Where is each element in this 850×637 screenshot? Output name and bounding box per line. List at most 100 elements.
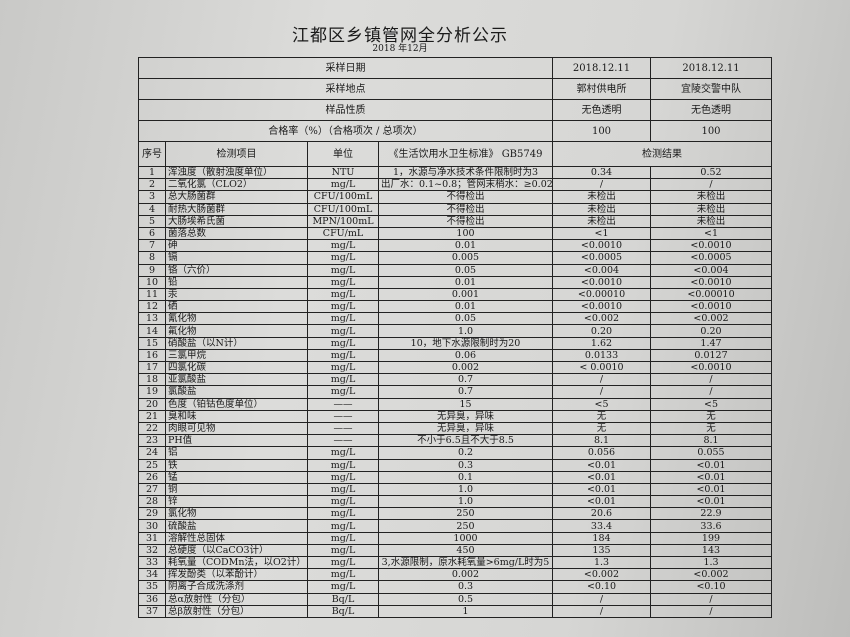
cell-standard: 0.002 <box>378 568 553 582</box>
cell-unit: —— <box>307 421 379 436</box>
cell-unit: mg/L <box>307 458 379 472</box>
cell-item: 铝 <box>165 446 308 460</box>
cell-standard: 1.0 <box>378 482 553 497</box>
meta-v2: 100 <box>650 120 772 142</box>
cell-seq: 21 <box>138 409 166 423</box>
cell-item: 硫酸盐 <box>165 519 308 533</box>
cell-unit: mg/L <box>307 336 379 350</box>
table-row: 7 砷 mg/L 0.01 <0.0010 <0.0010 <box>138 239 772 253</box>
cell-result-1: 20.6 <box>552 507 651 521</box>
cell-item: 铁 <box>165 458 308 472</box>
cell-seq: 30 <box>138 519 166 533</box>
cell-seq: 15 <box>138 336 166 350</box>
table-row: 6 菌落总数 CFU/mL 100 <1 <1 <box>138 226 772 241</box>
cell-result-1: 135 <box>552 543 651 558</box>
cell-unit: mg/L <box>307 580 379 594</box>
table-row: 30 硫酸盐 mg/L 250 33.4 33.6 <box>138 519 772 533</box>
cell-seq: 27 <box>138 482 166 497</box>
table-row: 2 二氧化氯（CLO2） mg/L 出厂水：0.1~0.8；管网末梢水：≥0.02// <box>138 178 772 192</box>
cell-result-2: / <box>650 385 772 399</box>
cell-seq: 4 <box>138 202 166 216</box>
cell-item: 臭和味 <box>165 409 308 423</box>
cell-result-1: 33.4 <box>552 519 651 533</box>
cell-result-2: 0.0127 <box>650 348 772 363</box>
cell-standard: 1000 <box>378 531 553 545</box>
cell-result-2: 未检出 <box>650 202 772 216</box>
cell-standard: 100 <box>378 226 553 241</box>
cell-seq: 13 <box>138 312 166 326</box>
cell-seq: 31 <box>138 531 166 545</box>
meta-label: 采样日期 <box>138 57 553 79</box>
cell-result-2: 未检出 <box>650 190 772 204</box>
cell-result-1: <0.004 <box>552 263 651 277</box>
table-row: 12 硒 mg/L 0.01 <0.0010 <0.0010 <box>138 300 772 314</box>
table-row: 9 铬（六价） mg/L 0.05 <0.004 <0.004 <box>138 263 772 277</box>
cell-standard: 0.005 <box>378 251 553 265</box>
cell-standard: 0.5 <box>378 592 553 606</box>
cell-standard: 无异臭，异味 <box>378 421 553 436</box>
cell-seq: 16 <box>138 348 166 363</box>
cell-unit: mg/L <box>307 470 379 484</box>
cell-result-2: <0.10 <box>650 580 772 594</box>
cell-unit: mg/L <box>307 275 379 289</box>
cell-standard: 3,水源限制，原水耗氧量>6mg/L时为5 <box>378 555 553 570</box>
cell-result-2: / <box>650 373 772 387</box>
cell-result-1: <0.01 <box>552 458 651 472</box>
cell-result-2: 0.52 <box>650 165 772 180</box>
cell-seq: 6 <box>138 226 166 241</box>
meta-v2: 2018.12.11 <box>650 57 772 79</box>
cell-result-2: <0.01 <box>650 458 772 472</box>
cell-seq: 34 <box>138 568 166 582</box>
table-row: 15 硝酸盐（以N计） mg/L 10，地下水源限制时为20 1.62 1.47 <box>138 336 772 350</box>
cell-item: 镉 <box>165 251 308 265</box>
cell-standard: 0.001 <box>378 287 553 302</box>
cell-result-1: 未检出 <box>552 202 651 216</box>
table-row: 18 亚氯酸盐 mg/L 0.7// <box>138 373 772 387</box>
cell-item: 总α放射性（分包） <box>165 592 308 606</box>
cell-item: 氰化物 <box>165 312 308 326</box>
meta-label: 样品性质 <box>138 99 553 121</box>
cell-result-1: <0.01 <box>552 495 651 509</box>
cell-item: 总硬度（以CaCO3计） <box>165 543 308 558</box>
cell-seq: 20 <box>138 397 166 411</box>
cell-result-1: / <box>552 373 651 387</box>
table-row: 11 汞 mg/L 0.001 <0.00010 <0.00010 <box>138 287 772 302</box>
table-row: 36 总α放射性（分包） Bq/L 0.5// <box>138 592 772 606</box>
cell-unit: mg/L <box>307 251 379 265</box>
cell-seq: 23 <box>138 434 166 448</box>
cell-item: 氯化物 <box>165 507 308 521</box>
meta-v2: 无色透明 <box>650 99 772 121</box>
cell-unit: mg/L <box>307 287 379 302</box>
cell-standard: 不得检出 <box>378 214 553 228</box>
cell-item: 亚氯酸盐 <box>165 373 308 387</box>
cell-standard: 不得检出 <box>378 202 553 216</box>
cell-unit: CFU/100mL <box>307 202 379 216</box>
cell-unit: Bq/L <box>307 592 379 606</box>
table-row: 20 色度（铂钴色度单位） —— 15 <5 <5 <box>138 397 772 411</box>
cell-item: 挥发酚类（以苯酚计） <box>165 568 308 582</box>
cell-seq: 29 <box>138 507 166 521</box>
cell-result-2: 无 <box>650 421 772 436</box>
cell-item: 四氯化碳 <box>165 360 308 375</box>
cell-result-2: <0.0005 <box>650 251 772 265</box>
cell-result-1: / <box>552 178 651 192</box>
cell-standard: 0.05 <box>378 312 553 326</box>
analysis-table: 采样日期 2018.12.11 2018.12.11 采样地点 郭村供电所 宜陵交警中队样… <box>138 57 772 618</box>
cell-seq: 22 <box>138 421 166 436</box>
cell-item: 耗氧量（CODMn法，以O2计） <box>165 555 308 570</box>
cell-result-1: 无 <box>552 409 651 423</box>
cell-item: 硝酸盐（以N计） <box>165 336 308 350</box>
cell-unit: mg/L <box>307 531 379 545</box>
table-row: 25 铁 mg/L 0.3 <0.01 <0.01 <box>138 458 772 472</box>
cell-standard: 出厂水：0.1~0.8；管网末梢水：≥0.02 <box>378 178 553 192</box>
cell-result-2: 33.6 <box>650 519 772 533</box>
cell-unit: mg/L <box>307 543 379 558</box>
cell-seq: 33 <box>138 555 166 570</box>
table-row: 27 铜 mg/L 1.0 <0.01 <0.01 <box>138 482 772 497</box>
table-row: 19 氯酸盐 mg/L 0.7// <box>138 385 772 399</box>
cell-seq: 14 <box>138 324 166 338</box>
cell-unit: mg/L <box>307 446 379 460</box>
table-row: 28 锌 mg/L 1.0 <0.01 <0.01 <box>138 495 772 509</box>
cell-result-2: 22.9 <box>650 507 772 521</box>
cell-result-2: 8.1 <box>650 434 772 448</box>
